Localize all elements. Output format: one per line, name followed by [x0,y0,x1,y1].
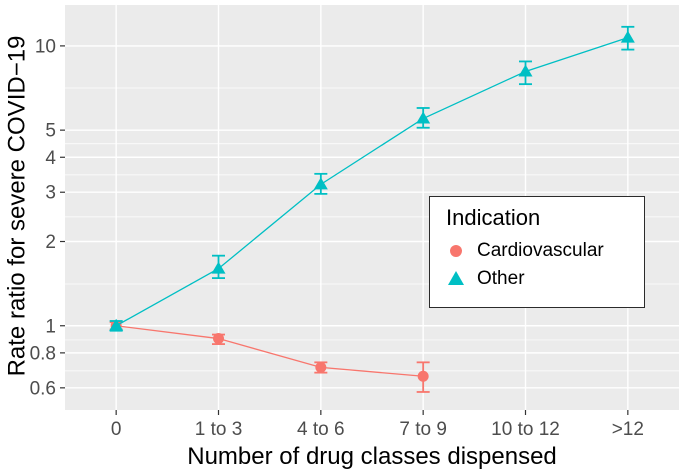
y-tick-label: 10 [35,36,56,57]
data-point-triangle-other [620,30,635,43]
y-tick-label: 5 [45,121,56,142]
x-axis-title: Number of drug classes dispensed [187,443,557,470]
data-point-triangle-other [416,111,431,124]
y-tick-label: 4 [45,148,56,169]
y-tick-label: 2 [45,232,56,253]
circle-glyph [450,245,462,257]
legend-label-other: Other [477,268,525,289]
legend: Indication Cardiovascular Other [429,196,645,308]
legend-item-other: Other [444,267,604,291]
circle-marker-icon [450,245,462,257]
x-tick-label: 1 to 3 [195,419,243,440]
x-tick-label: 10 to 12 [491,419,560,440]
data-point-triangle-other [109,318,124,331]
series-line-other [115,37,629,327]
data-point-circle-cardiovascular [417,370,429,382]
x-tick-label: 7 to 9 [399,419,447,440]
series-line-cardiovascular [116,325,424,377]
triangle-glyph [448,271,464,285]
y-tick-label: 3 [45,183,56,204]
data-point-circle-cardiovascular [213,333,224,345]
data-point-triangle-other [518,64,533,77]
legend-item-cardiovascular: Cardiovascular [444,239,604,263]
data-point-triangle-other [313,177,328,190]
x-tick-label: >12 [612,419,644,440]
x-tick-label: 4 to 6 [297,419,345,440]
y-axis-title-wrap: Rate ratio for severe COVID−19 [0,0,34,412]
legend-rows: Cardiovascular Other [444,239,604,291]
x-tick-label: 0 [111,419,122,440]
legend-label-cardiovascular: Cardiovascular [477,240,604,261]
triangle-marker-icon [448,271,464,285]
legend-title: Indication [446,205,541,230]
data-point-triangle-other [211,261,226,274]
data-point-circle-cardiovascular [315,361,327,373]
y-tick-label: 0.6 [30,378,56,399]
y-tick-label: 1 [45,316,56,337]
y-tick-label: 0.8 [30,343,56,364]
y-axis-title: Rate ratio for severe COVID−19 [3,35,31,377]
